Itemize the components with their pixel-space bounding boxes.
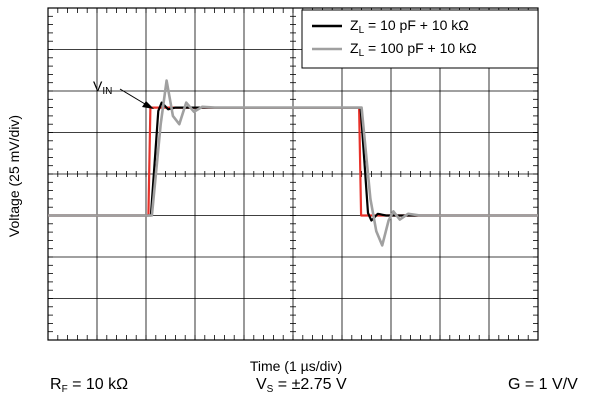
- legend-label-10pf: ZL = 10 pF + 10 kΩ: [350, 17, 469, 36]
- vs-condition: VS = ±2.75 V: [256, 376, 347, 395]
- x-axis-label: Time (1 µs/div): [249, 358, 343, 374]
- series-line-100pf: [48, 79, 538, 247]
- legend: [301, 9, 539, 69]
- legend-label-100pf: ZL = 100 pF + 10 kΩ: [350, 40, 477, 59]
- series-group: [48, 79, 538, 247]
- y-axis-label: Voltage (25 mV/div): [6, 114, 22, 238]
- legend-box: [301, 9, 539, 69]
- vin-annotation: VIN: [93, 78, 113, 97]
- vin-arrowhead: [142, 101, 154, 109]
- gain-condition: G = 1 V/V: [508, 376, 578, 393]
- rf-condition: RF = 10 kΩ: [50, 376, 129, 395]
- plot-frame: [47, 7, 539, 341]
